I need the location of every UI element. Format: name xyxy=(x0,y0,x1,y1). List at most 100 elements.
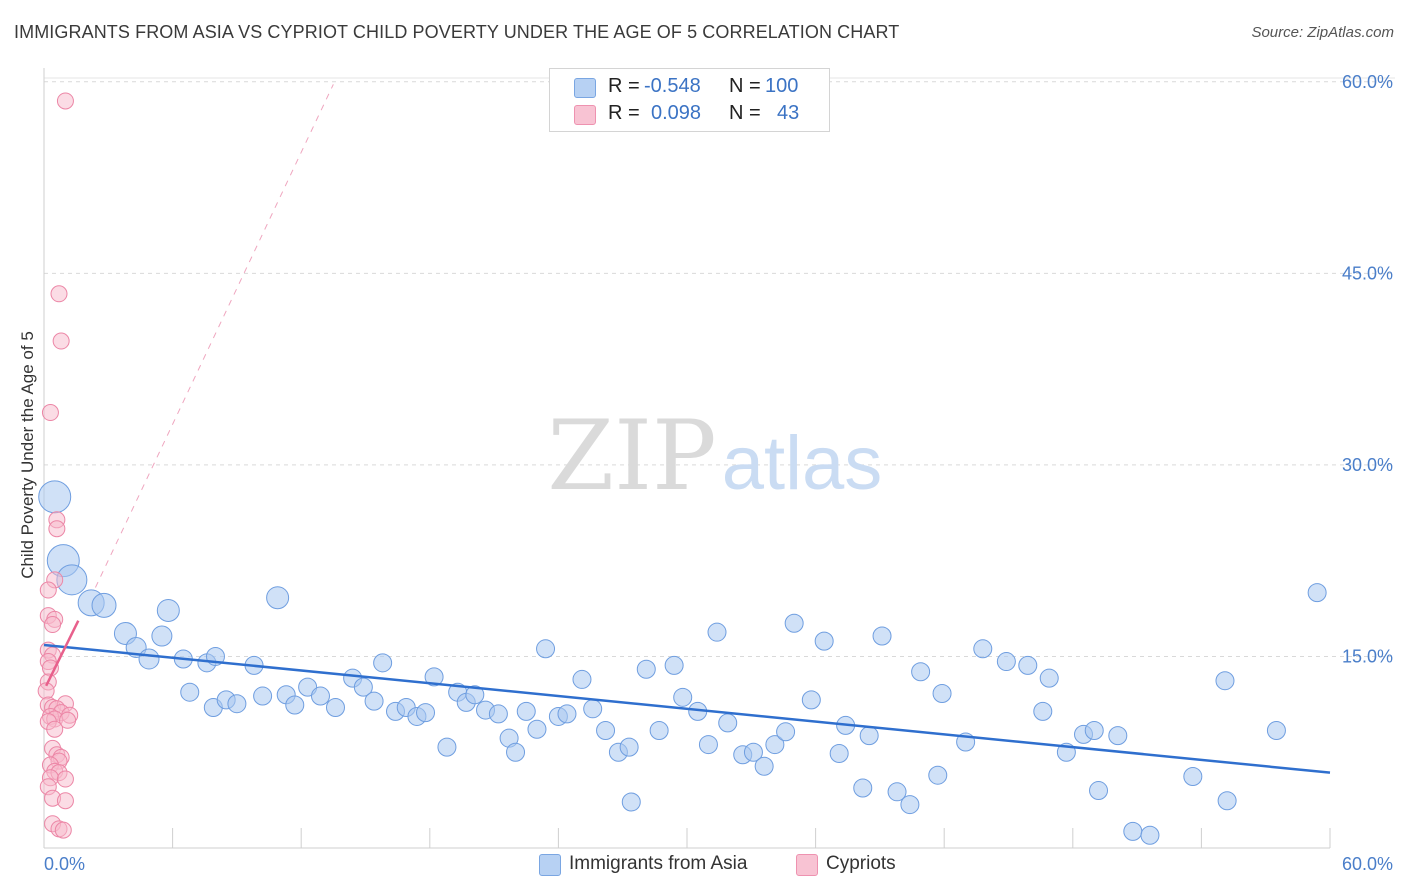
asia-point xyxy=(180,682,200,702)
watermark-atlas: atlas xyxy=(722,421,883,506)
asia-point xyxy=(1084,721,1104,741)
cypriot-point xyxy=(54,821,72,839)
asia-point xyxy=(872,626,892,646)
asia-swatch xyxy=(574,78,596,98)
cypriot-swatch xyxy=(574,105,596,125)
y-tick-label: 30.0% xyxy=(1342,455,1393,475)
asia-point xyxy=(583,699,603,719)
asia-point xyxy=(859,726,879,746)
cypriot-trend-extension xyxy=(94,84,334,588)
cypriot-point xyxy=(56,770,74,788)
cypriot-point xyxy=(39,581,57,599)
asia-point xyxy=(310,686,330,706)
r-value: -0.548 xyxy=(644,75,701,97)
asia-point xyxy=(488,704,508,724)
cypriot-trend-line xyxy=(45,620,80,687)
asia-point xyxy=(1108,726,1128,746)
asia-point xyxy=(743,742,763,762)
asia-point xyxy=(437,737,457,757)
asia-point xyxy=(325,698,345,718)
x-tick-label: 60.0% xyxy=(1342,854,1393,874)
asia-point xyxy=(636,659,656,679)
asia-point xyxy=(253,686,273,706)
asia-trend-line xyxy=(43,643,1331,774)
asia-point xyxy=(465,685,485,705)
legend: Immigrants from Asia Cypriots xyxy=(0,850,1406,880)
asia-legend-label: Immigrants from Asia xyxy=(569,853,748,874)
cypriot-point xyxy=(44,616,62,634)
y-tick-label: 60.0% xyxy=(1342,72,1393,92)
asia-point xyxy=(718,713,738,733)
asia-point xyxy=(1018,655,1038,675)
asia-point xyxy=(373,653,393,673)
asia-point xyxy=(664,655,684,675)
asia-point xyxy=(754,756,774,776)
asia-point xyxy=(619,737,639,757)
asia-point xyxy=(91,592,117,618)
asia-point xyxy=(1217,791,1237,811)
asia-point xyxy=(516,701,536,721)
cypriot-point xyxy=(41,404,59,422)
asia-point xyxy=(506,742,526,762)
x-tick-label: 0.0% xyxy=(44,854,85,874)
asia-point xyxy=(1123,821,1143,841)
cypriot-point xyxy=(48,520,66,538)
n-label: N = xyxy=(729,102,761,124)
asia-point xyxy=(353,677,373,697)
asia-point xyxy=(285,695,305,715)
chart-source: Source: ZipAtlas.com xyxy=(1251,24,1394,41)
cypriot-points xyxy=(37,92,79,839)
asia-point xyxy=(1033,701,1053,721)
asia-point xyxy=(557,704,577,724)
asia-point xyxy=(424,667,444,687)
cypriot-point xyxy=(56,92,74,110)
asia-point xyxy=(698,735,718,755)
asia-point xyxy=(1266,721,1286,741)
n-value: 43 xyxy=(777,102,800,124)
y-tick-label: 45.0% xyxy=(1342,263,1393,283)
asia-point xyxy=(1215,671,1235,691)
asia-point xyxy=(973,639,993,659)
asia-point xyxy=(814,631,834,651)
n-label: N = xyxy=(729,75,761,97)
cypriot-legend-label: Cypriots xyxy=(826,853,896,874)
asia-point xyxy=(596,721,616,741)
asia-point xyxy=(801,690,821,710)
asia-point xyxy=(416,703,436,723)
asia-point xyxy=(776,722,796,742)
cypriot-point xyxy=(52,332,70,350)
asia-legend-swatch xyxy=(539,854,561,876)
asia-point xyxy=(156,598,180,622)
asia-point xyxy=(996,652,1016,672)
asia-point xyxy=(227,694,247,714)
r-label: R = xyxy=(608,75,640,97)
cypriot-point xyxy=(46,720,64,738)
asia-point xyxy=(887,782,907,802)
r-value: 0.098 xyxy=(651,102,702,124)
stats-row-cypriots: R = 0.098 N = 43 xyxy=(550,102,829,128)
asia-point xyxy=(673,687,693,707)
asia-point xyxy=(527,719,547,739)
asia-point xyxy=(1039,668,1059,688)
watermark: ZIP atlas xyxy=(547,400,882,512)
asia-point xyxy=(266,586,290,610)
asia-point xyxy=(765,735,785,755)
watermark-zip: ZIP xyxy=(547,400,716,512)
stats-row-asia: R = -0.548 N = 100 xyxy=(550,75,829,101)
asia-point xyxy=(911,662,931,682)
asia-point xyxy=(364,691,384,711)
asia-point xyxy=(932,683,952,703)
asia-point xyxy=(649,721,669,741)
n-value: 100 xyxy=(765,75,799,97)
y-tick-label: 15.0% xyxy=(1342,646,1393,666)
asia-point xyxy=(1307,583,1327,603)
asia-point xyxy=(829,744,849,764)
cypriot-point xyxy=(56,792,74,810)
grid-lines xyxy=(44,77,1395,657)
trend-lines xyxy=(43,84,1331,774)
asia-points xyxy=(38,480,1327,845)
r-label: R = xyxy=(608,102,640,124)
asia-point xyxy=(138,648,160,670)
tick-labels: 15.0% 30.0% 45.0% 60.0% 0.0% 60.0% xyxy=(44,72,1393,874)
